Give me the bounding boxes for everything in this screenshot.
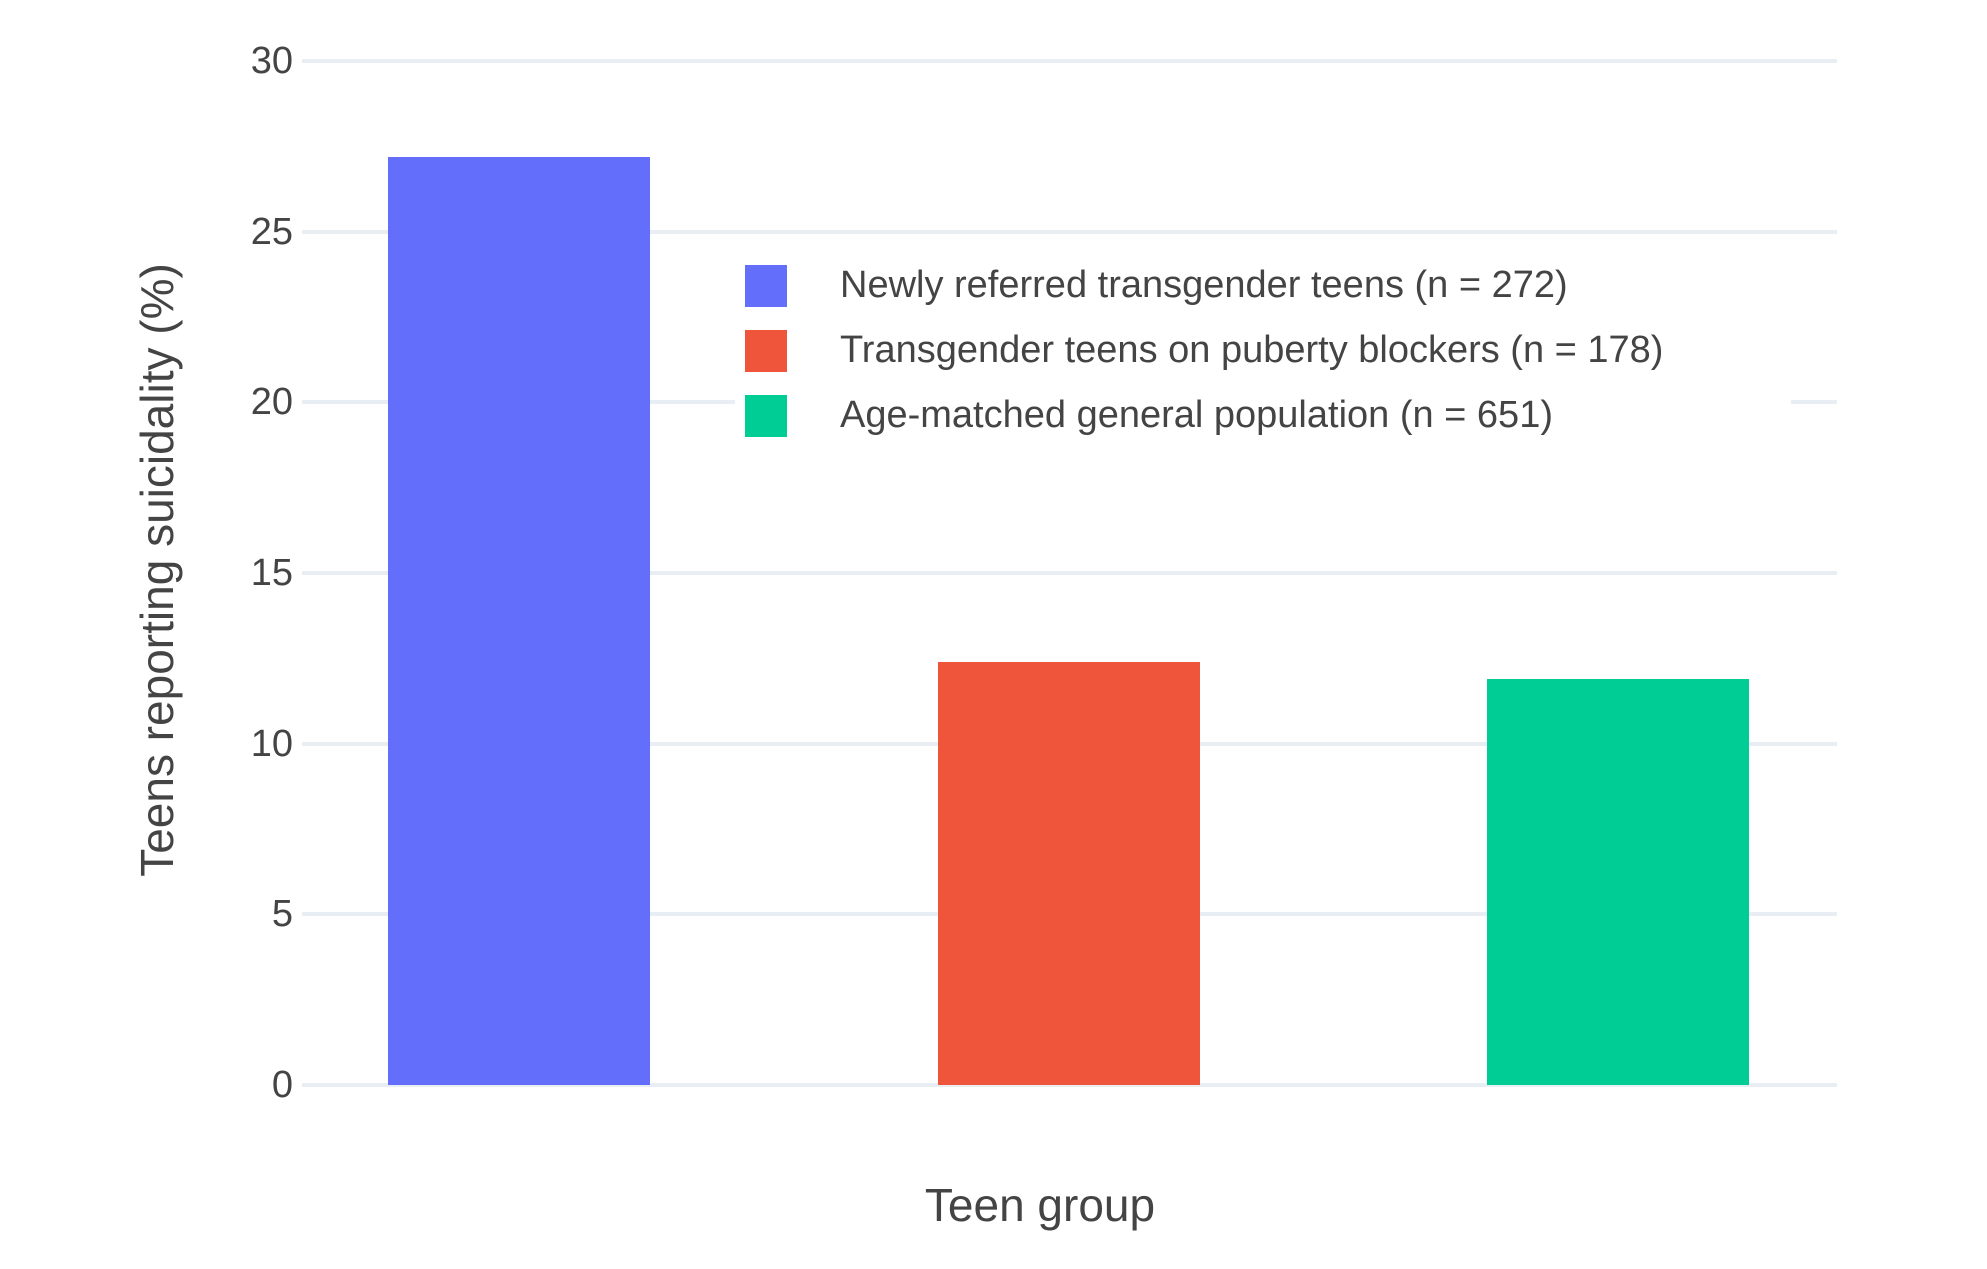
legend-item-0[interactable]: Newly referred transgender teens (n = 27…: [745, 253, 1791, 318]
x-axis-title: Teen group: [924, 1179, 1156, 1231]
bar-0: [388, 156, 650, 1085]
legend-item-2[interactable]: Age-matched general population (n = 651): [745, 383, 1791, 448]
y-axis-tick-labels: 0 5 10 15 20 25 30: [0, 0, 293, 1269]
legend-swatch-1: [745, 329, 787, 372]
y-tick-label-15: 15: [250, 552, 293, 594]
legend-label-1: Transgender teens on puberty blockers (n…: [840, 329, 1664, 371]
y-tick-label-0: 0: [271, 1064, 293, 1106]
legend-label-2: Age-matched general population (n = 651): [840, 394, 1553, 436]
gridline-y-30: [302, 59, 1837, 63]
legend-item-1[interactable]: Transgender teens on puberty blockers (n…: [745, 318, 1791, 383]
gridline-y-15: [302, 571, 1837, 575]
y-tick-label-25: 25: [250, 210, 293, 253]
y-tick-label-20: 20: [250, 381, 293, 424]
y-tick-label-30: 30: [250, 40, 293, 82]
bar-1: [938, 661, 1200, 1085]
gridline-y-0: [302, 1083, 1837, 1087]
y-tick-label-5: 5: [271, 893, 293, 936]
plot-area: [302, 59, 1837, 1087]
legend: Newly referred transgender teens (n = 27…: [735, 245, 1791, 456]
legend-swatch-2: [745, 394, 787, 437]
gridline-y-25: [302, 229, 1837, 234]
legend-label-0: Newly referred transgender teens (n = 27…: [840, 264, 1568, 306]
y-tick-label-10: 10: [250, 722, 293, 765]
legend-swatch-0: [745, 264, 787, 307]
bar-2: [1487, 678, 1749, 1085]
